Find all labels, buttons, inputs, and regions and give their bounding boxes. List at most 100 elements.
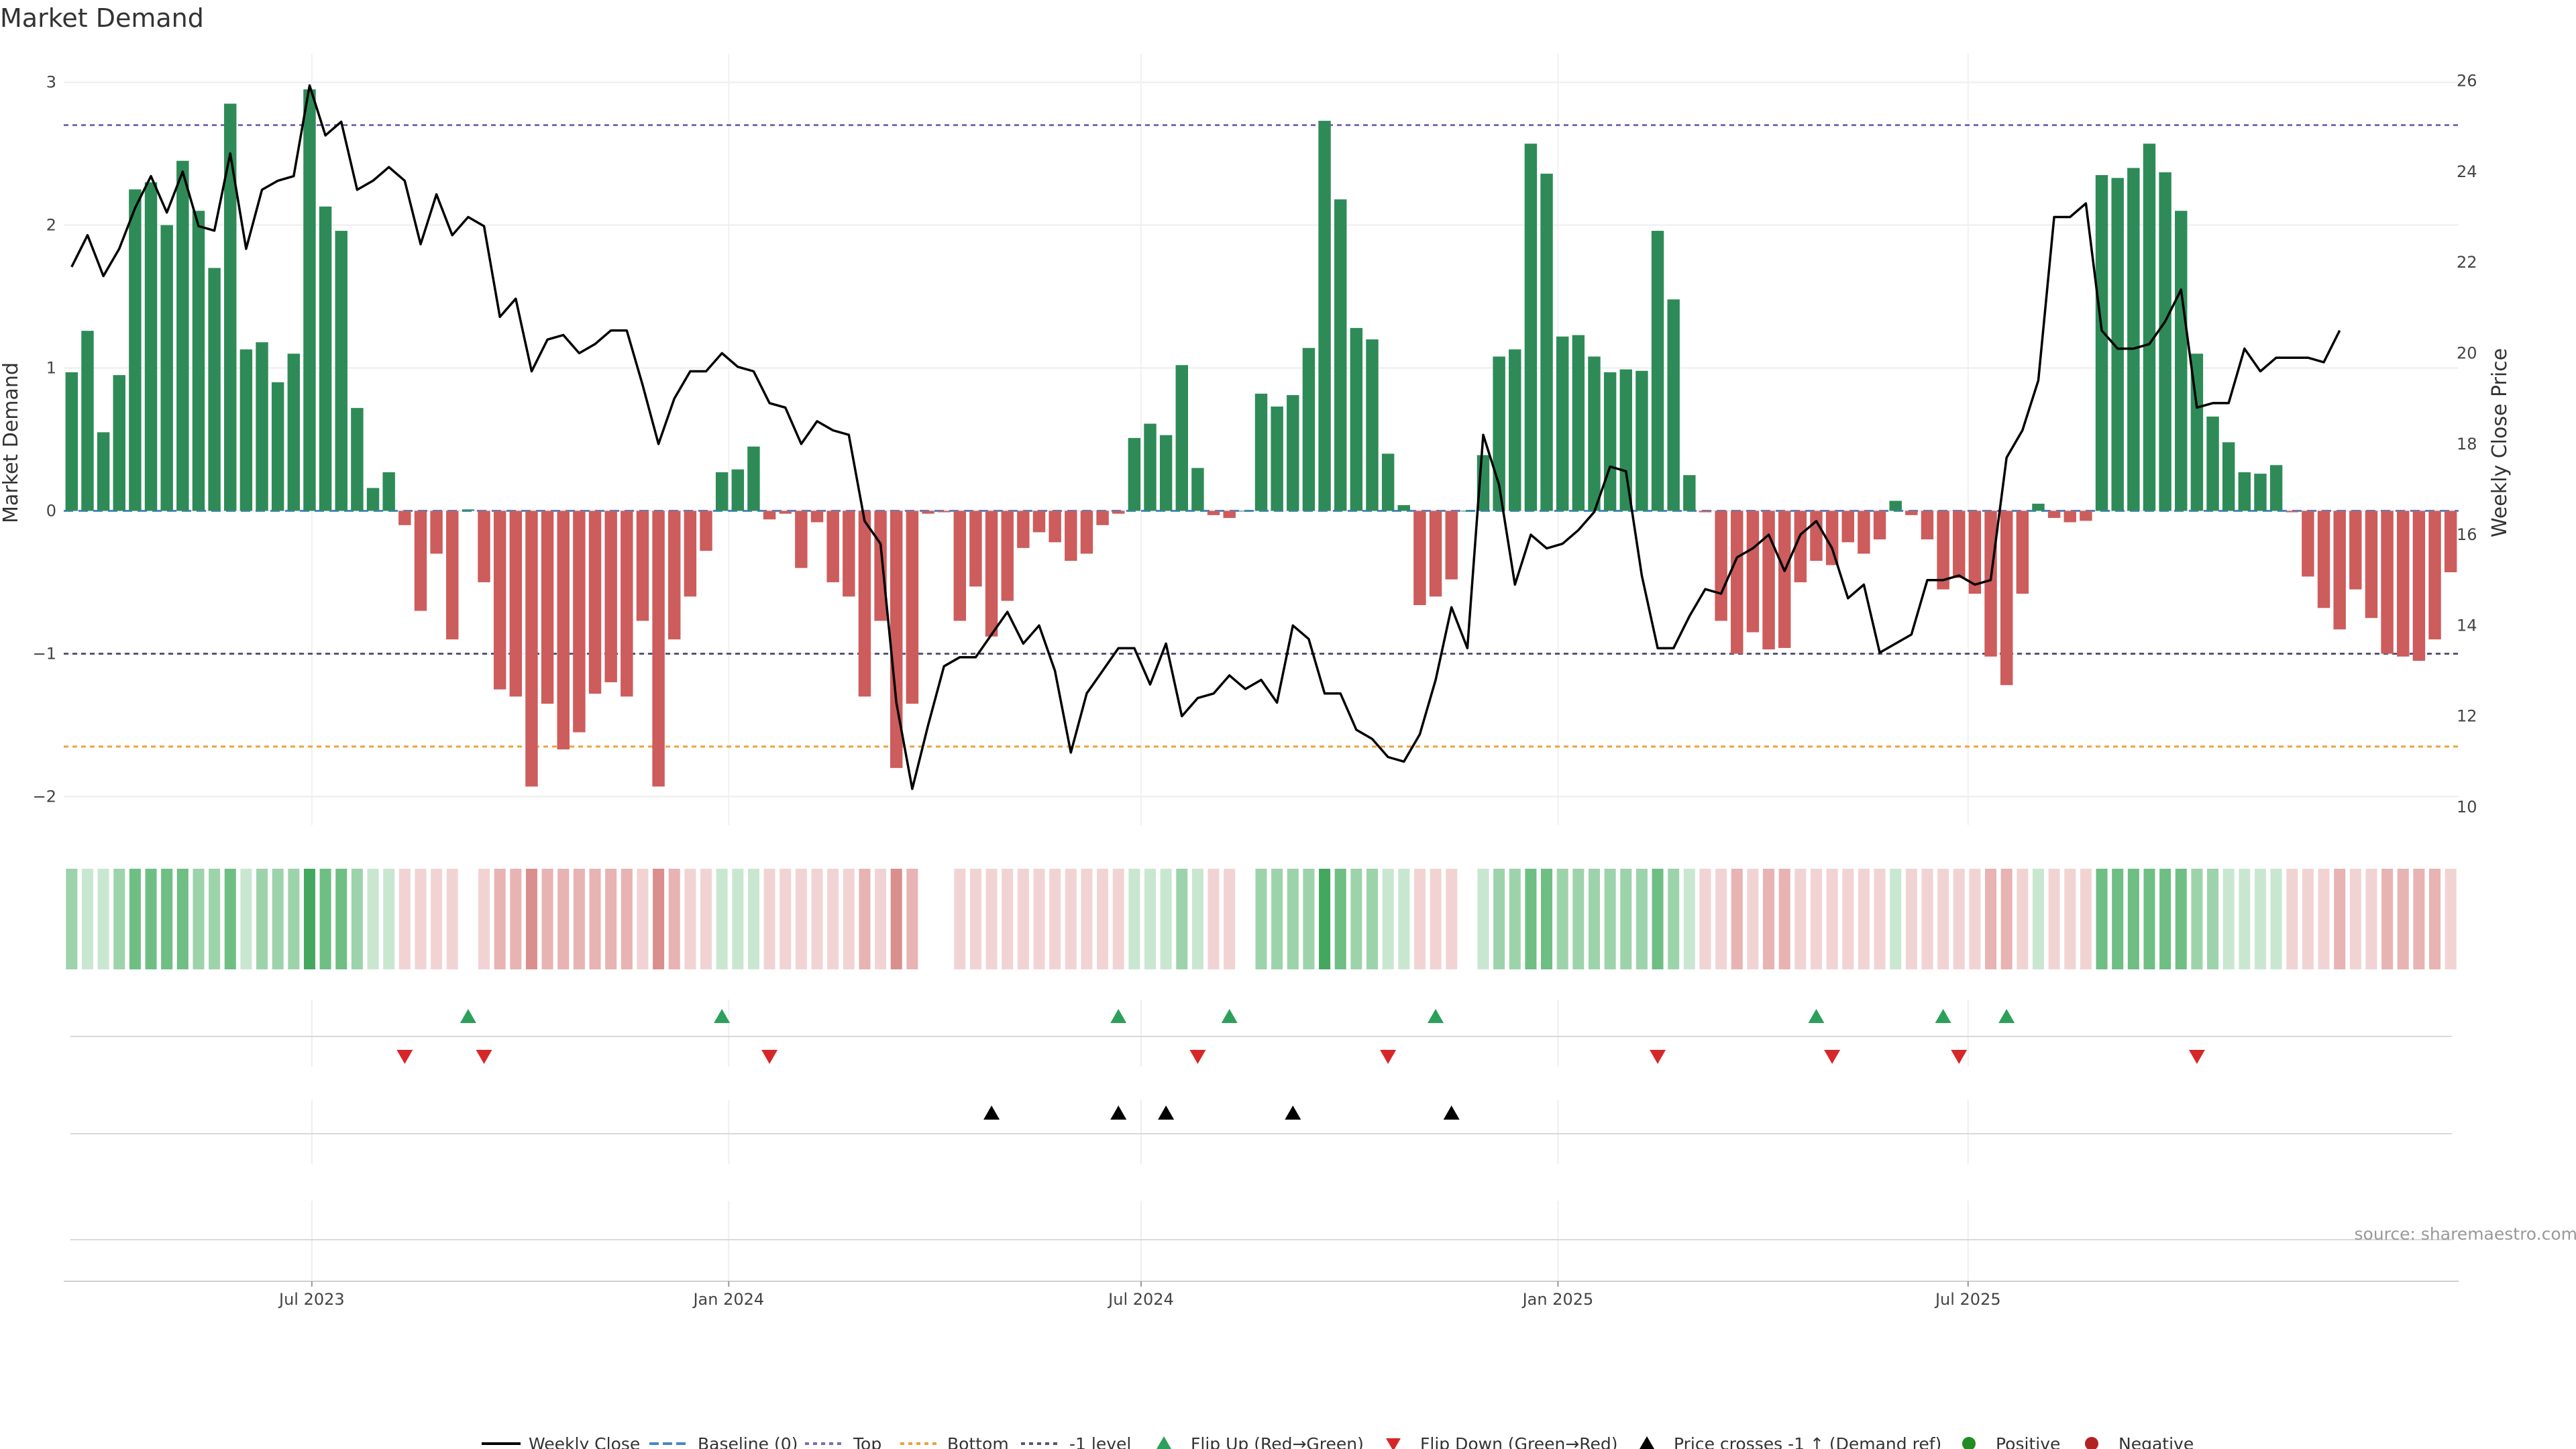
heat-strip-cell (1208, 869, 1220, 969)
legend-label: Baseline (0) (698, 1434, 798, 1449)
heat-strip-cell (573, 869, 585, 969)
demand-bar (478, 511, 490, 582)
heat-strip-cell (1953, 869, 1965, 969)
heat-strip-cell (415, 869, 427, 969)
legend-label: Weekly Close (529, 1434, 640, 1449)
heat-strip-cell (1144, 869, 1157, 969)
chart-title: Market Demand (0, 3, 204, 33)
heat-strip-cell (2302, 869, 2314, 969)
demand-bar (1381, 453, 1395, 511)
heat-strip-cell (1858, 869, 1870, 969)
demand-bar (668, 511, 681, 640)
y2-tick-label: 26 (2457, 72, 2477, 91)
heat-strip-cell (1620, 869, 1632, 969)
heat-strip-cell (1652, 869, 1664, 969)
demand-bar (398, 511, 411, 525)
demand-bar (319, 206, 332, 511)
legend-label: Top (853, 1434, 881, 1449)
heat-strip-cell (1794, 869, 1807, 969)
demand-bar (890, 511, 903, 768)
demand-bar (843, 511, 855, 597)
heat-strip-cell (478, 869, 490, 969)
heat-strip-cell (1826, 869, 1838, 969)
demand-bars (65, 89, 2457, 787)
demand-bar (763, 511, 776, 520)
demand-bar (525, 511, 538, 787)
heat-strip-cell (763, 869, 775, 969)
x-tick-label: Jul 2025 (1934, 1290, 2001, 1309)
demand-bar (1715, 511, 1727, 621)
demand-bar (113, 375, 125, 511)
heat-strip-cell (1937, 869, 1949, 969)
heat-strip-cell (398, 869, 411, 969)
heat-strip-cell (1635, 869, 1648, 969)
flip-markers-panel (70, 1000, 2452, 1067)
demand-bar (588, 511, 602, 694)
heat-strip-cell (2191, 869, 2203, 969)
demand-bar (1509, 349, 1521, 511)
demand-bar (1271, 407, 1283, 511)
demand-bar (684, 511, 697, 597)
heat-strip-cell (2032, 869, 2044, 969)
heat-strip-cell (161, 869, 173, 969)
flip-up-marker (1935, 1009, 1951, 1023)
heat-strip-cell (1382, 869, 1394, 969)
demand-bar (2444, 511, 2457, 573)
weekly-close-series (70, 84, 2341, 790)
demand-bar (2412, 511, 2426, 661)
demand-bar (1065, 511, 1077, 561)
heat-strip-cell (1509, 869, 1521, 969)
heat-strip-cell (288, 869, 300, 969)
demand-bar (1619, 369, 1632, 511)
price-cross-marker (983, 1106, 1000, 1120)
heat-strip-cell (1334, 869, 1346, 969)
heat-strip-cell (1398, 869, 1410, 969)
heat-strip-cell (1556, 869, 1568, 969)
heat-strip-cell (1303, 869, 1315, 969)
demand-bar (1841, 511, 1854, 543)
legend-swatch (1962, 1437, 1976, 1449)
demand-bar (2047, 511, 2061, 519)
demand-bar (224, 103, 237, 511)
heat-strip-cell (1778, 869, 1790, 969)
y2-tick-label: 12 (2457, 707, 2477, 726)
demand-bar (969, 511, 982, 587)
heat-strip-cell (1874, 869, 1886, 969)
flip-up-marker (1110, 1009, 1127, 1023)
flip-down-marker (1380, 1050, 1397, 1064)
heat-strip-cell (1366, 869, 1379, 969)
x-tick-label: Jul 2024 (1107, 1290, 1174, 1309)
heat-strip-cell (525, 869, 537, 969)
heat-strip-cell (1319, 869, 1331, 969)
flip-down-marker (476, 1050, 492, 1064)
heat-strip-cell (557, 869, 570, 969)
legend-label: Positive (1996, 1434, 2060, 1449)
legend-swatch (1640, 1436, 1654, 1449)
demand-bar (1223, 511, 1236, 519)
heat-strip-cell (1413, 869, 1426, 969)
demand-bar (1778, 511, 1791, 648)
demand-bar (1302, 347, 1316, 511)
heat-strip-cell (1271, 869, 1283, 969)
heat-strip-cell (2318, 869, 2330, 969)
y-tick-label: 3 (46, 73, 56, 92)
heat-strip-cell (1287, 869, 1299, 969)
heat-strip-cell (1810, 869, 1822, 969)
heat-strip-cell (795, 869, 807, 969)
demand-bar (2175, 211, 2188, 511)
heat-strip-cell (2112, 869, 2124, 969)
demand-bar (826, 511, 839, 582)
demand-bar (1794, 511, 1807, 582)
heat-strip-cell (1890, 869, 1902, 969)
demand-bar (303, 89, 316, 511)
demand-bar (2127, 168, 2140, 511)
heat-strip-cell (209, 869, 221, 969)
demand-bar (462, 509, 475, 511)
legend-swatch (2085, 1437, 2098, 1449)
flip-up-marker (1808, 1009, 1825, 1023)
heat-strip-cell (541, 869, 553, 969)
demand-bar (2159, 172, 2171, 511)
demand-bar (129, 189, 142, 511)
y-axis-ticks: 3 2 1 0 −1 −2 (33, 73, 56, 806)
x-tick-label: Jan 2025 (1521, 1290, 1594, 1309)
